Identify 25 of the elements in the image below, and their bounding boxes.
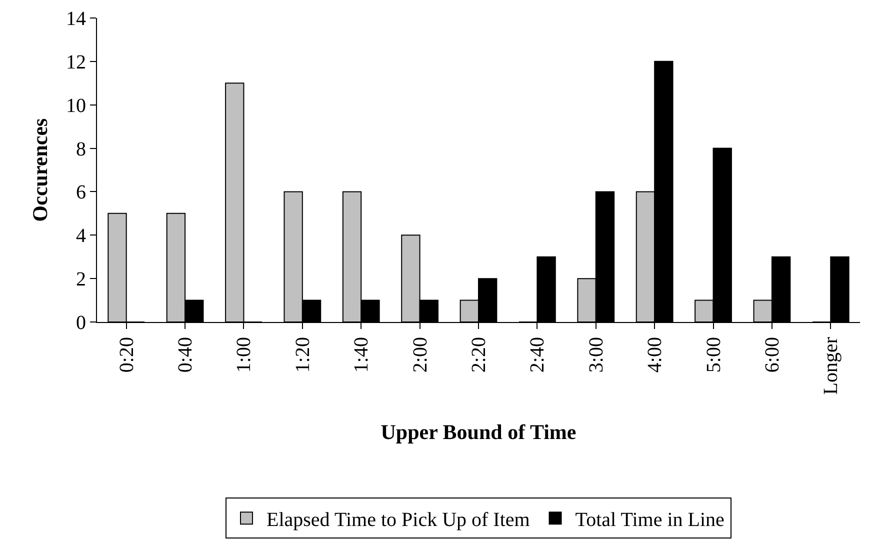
x-tick-label: Longer xyxy=(820,336,842,395)
x-tick-label: 0:40 xyxy=(174,337,197,373)
x-tick-label: 2:40 xyxy=(526,337,549,373)
x-tick-label: 3:00 xyxy=(585,337,608,373)
x-tick-label: 5:00 xyxy=(702,337,725,373)
y-tick-label: 4 xyxy=(76,225,86,248)
y-tick-label: 0 xyxy=(76,312,86,334)
x-axis-title: Upper Bound of Time xyxy=(380,420,576,444)
legend-label: Elapsed Time to Pick Up of Item xyxy=(266,508,530,531)
x-tick-label: 1:20 xyxy=(292,337,314,373)
x-tick-label: 2:20 xyxy=(468,337,490,373)
x-tick-label: 0:20 xyxy=(116,337,138,373)
x-tick-label: 2:00 xyxy=(409,337,432,373)
x-tick-label: 1:40 xyxy=(350,337,373,373)
x-tick-label: 4:00 xyxy=(644,337,666,373)
y-tick-label: 14 xyxy=(66,8,86,30)
y-tick-label: 2 xyxy=(76,268,86,291)
y-tick-label: 12 xyxy=(66,51,86,74)
y-tick-label: 6 xyxy=(76,182,86,204)
x-tick-label: 6:00 xyxy=(761,337,784,373)
legend-label: Total Time in Line xyxy=(575,508,725,531)
y-axis-title: Occurences xyxy=(28,118,52,222)
y-tick-label: 8 xyxy=(76,138,86,160)
x-tick-label: 1:00 xyxy=(233,337,256,373)
y-tick-label: 10 xyxy=(66,94,86,117)
